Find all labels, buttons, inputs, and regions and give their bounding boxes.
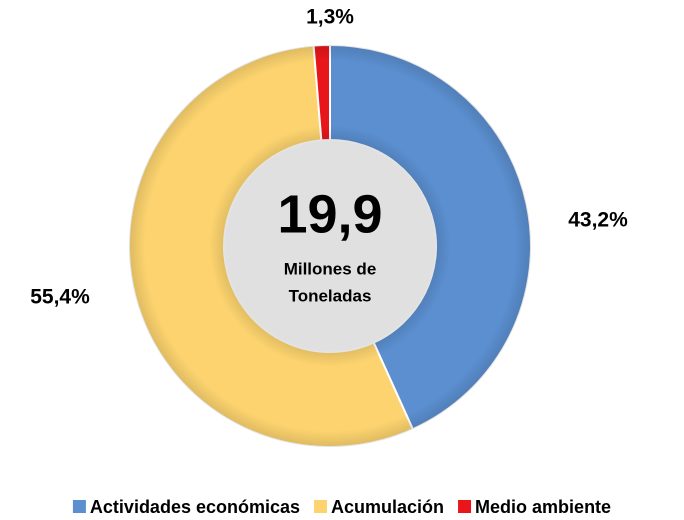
legend-swatch	[72, 500, 86, 513]
slices	[128, 43, 532, 448]
legend-swatch	[458, 500, 472, 513]
center-subtitle: Millones de	[284, 259, 377, 278]
legend-label: Acumulación	[331, 497, 444, 517]
data-label: 43,2%	[568, 209, 628, 232]
legend-swatch	[314, 500, 328, 513]
data-label: 55,4%	[30, 286, 90, 309]
data-label: 1,3%	[306, 6, 354, 29]
legend-label: Actividades económicas	[90, 497, 300, 517]
center-subtitle: Toneladas	[289, 286, 372, 305]
legend: Actividades económicas Acumulación Medio a…	[72, 497, 611, 517]
legend-label: Medio ambiente	[475, 497, 611, 517]
center-title: 19,9	[277, 184, 382, 244]
